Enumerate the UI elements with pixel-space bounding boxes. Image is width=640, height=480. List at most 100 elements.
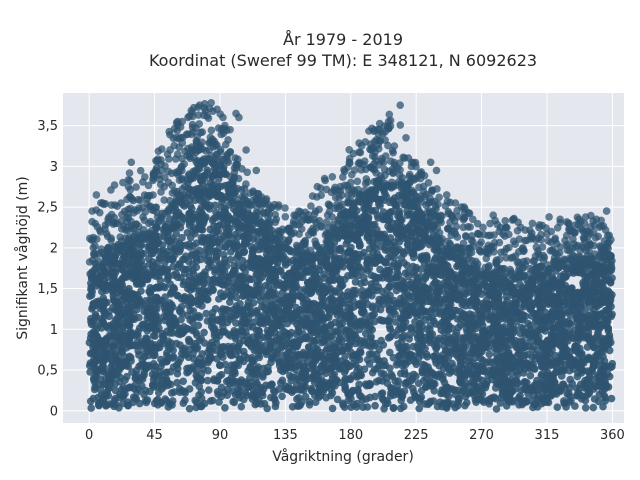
data-point xyxy=(566,375,574,384)
data-point xyxy=(420,283,429,291)
data-point xyxy=(368,326,377,334)
data-point xyxy=(234,251,243,259)
data-point xyxy=(333,298,341,307)
data-point xyxy=(319,295,327,304)
data-point xyxy=(492,405,501,413)
data-point xyxy=(369,221,377,229)
data-point xyxy=(536,355,545,364)
data-point xyxy=(99,396,108,405)
data-point xyxy=(172,339,181,348)
data-point xyxy=(221,360,229,369)
data-point xyxy=(470,345,478,354)
data-point xyxy=(344,272,352,280)
data-point xyxy=(406,396,415,405)
data-point xyxy=(388,372,397,381)
data-point xyxy=(292,258,300,266)
data-point xyxy=(541,362,550,371)
data-point xyxy=(232,360,240,369)
data-point xyxy=(593,353,601,361)
data-point xyxy=(375,253,384,262)
data-point xyxy=(268,380,276,389)
data-point xyxy=(417,386,426,395)
data-point xyxy=(196,361,205,369)
data-point xyxy=(208,172,216,181)
data-point xyxy=(386,364,394,373)
data-point xyxy=(323,256,331,265)
data-point xyxy=(175,327,184,336)
data-point xyxy=(136,374,144,383)
data-point xyxy=(323,263,332,272)
data-point xyxy=(398,222,406,231)
data-point xyxy=(226,215,235,224)
data-point xyxy=(513,351,521,360)
data-point xyxy=(409,301,418,310)
data-point xyxy=(119,323,127,331)
data-point xyxy=(526,371,535,380)
data-point xyxy=(205,386,213,394)
data-point xyxy=(227,344,236,353)
data-point xyxy=(274,295,283,304)
data-point xyxy=(86,292,94,301)
data-point xyxy=(581,404,590,412)
data-point xyxy=(262,350,271,359)
data-point xyxy=(218,318,226,327)
data-point xyxy=(267,265,276,274)
data-point xyxy=(200,199,209,208)
data-point xyxy=(506,356,514,365)
data-point xyxy=(195,312,203,320)
data-point xyxy=(440,341,448,350)
data-point xyxy=(359,307,368,315)
data-point xyxy=(420,259,429,268)
data-point xyxy=(467,370,476,378)
data-point xyxy=(228,287,236,296)
data-point xyxy=(409,370,418,379)
data-point xyxy=(196,225,204,233)
data-point xyxy=(320,270,328,279)
data-point xyxy=(149,360,158,368)
data-point xyxy=(485,357,494,366)
data-point xyxy=(102,334,111,343)
data-point xyxy=(462,379,470,388)
data-point xyxy=(520,330,529,339)
data-point xyxy=(485,350,494,359)
data-point xyxy=(120,258,129,266)
data-point xyxy=(141,386,150,395)
data-point xyxy=(365,379,374,388)
data-point xyxy=(506,389,515,398)
data-point xyxy=(584,328,593,337)
data-point xyxy=(249,299,258,307)
data-point xyxy=(195,382,204,391)
data-point xyxy=(495,373,504,382)
data-point xyxy=(189,363,197,371)
data-point xyxy=(385,283,394,291)
data-point xyxy=(596,372,605,380)
data-point xyxy=(428,330,437,339)
data-point xyxy=(258,388,266,397)
data-point xyxy=(326,333,335,341)
data-point xyxy=(200,174,209,183)
data-point xyxy=(508,284,516,292)
data-point xyxy=(164,379,173,387)
data-point xyxy=(397,369,405,378)
data-point xyxy=(580,380,588,389)
data-point xyxy=(248,358,257,367)
data-point xyxy=(91,301,100,310)
data-point xyxy=(240,352,249,360)
data-point xyxy=(389,391,398,399)
data-point xyxy=(285,302,294,310)
data-point xyxy=(218,327,227,336)
data-point xyxy=(397,404,405,413)
data-point xyxy=(185,257,193,266)
data-point xyxy=(388,305,396,313)
data-point xyxy=(473,321,482,330)
data-point xyxy=(305,401,314,409)
data-point xyxy=(207,282,215,290)
data-point xyxy=(341,229,349,238)
data-point xyxy=(211,268,219,277)
data-point xyxy=(553,403,562,412)
data-point xyxy=(479,327,487,335)
data-point xyxy=(330,257,339,266)
data-point xyxy=(409,268,418,277)
data-point xyxy=(206,225,214,234)
